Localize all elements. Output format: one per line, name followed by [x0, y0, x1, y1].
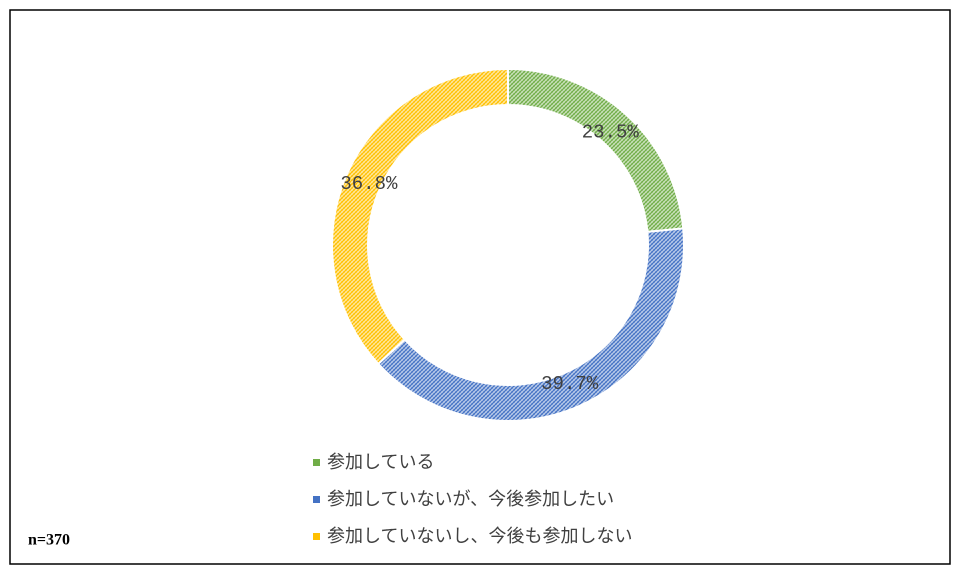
legend-marker	[313, 533, 320, 540]
data-label: 36.8%	[340, 173, 398, 195]
donut-slice	[331, 67, 509, 366]
annotation: n=370	[28, 532, 70, 549]
legend-label: 参加している	[327, 452, 434, 473]
legend-label: 参加していないし、今後も参加しない	[327, 526, 632, 547]
legend-label: 参加していないが、今後参加したい	[327, 489, 614, 510]
data-label: 39.7%	[541, 373, 599, 395]
data-label: 23.5%	[582, 122, 640, 144]
legend-marker	[313, 496, 320, 503]
legend-marker	[313, 459, 320, 466]
